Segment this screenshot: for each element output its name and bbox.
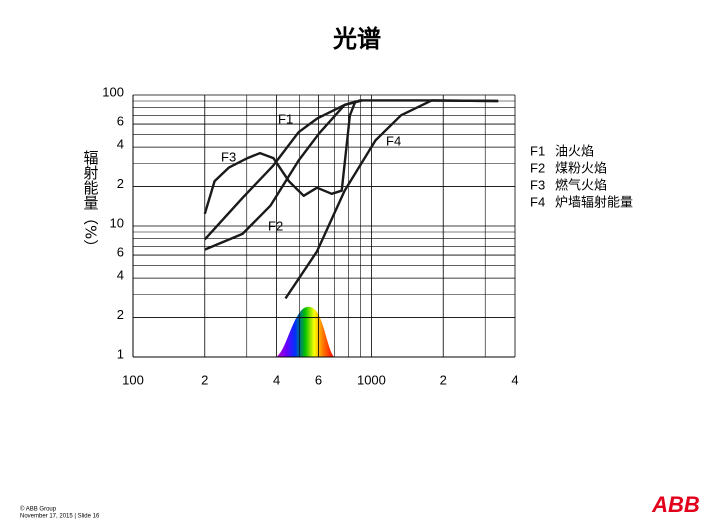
- x-tick-label: 4: [273, 372, 280, 387]
- series-label: F4: [386, 133, 401, 148]
- y-tick-label: 6: [117, 113, 124, 128]
- y-tick-label: 4: [117, 137, 124, 152]
- visible-spectrum: [276, 306, 334, 357]
- x-tick-label: 100: [122, 372, 144, 387]
- x-tick-label: 6: [315, 372, 322, 387]
- y-tick-label: 2: [117, 176, 124, 191]
- y-tick-label: 1: [117, 346, 124, 361]
- y-tick-label: 10: [110, 215, 124, 230]
- y-tick-label: 6: [117, 244, 124, 259]
- abb-logo: ABB: [651, 492, 700, 517]
- series-line: [203, 99, 499, 241]
- series-label: F1: [278, 111, 293, 126]
- legend-description: 油火焰: [555, 145, 594, 160]
- y-tick-label: 2: [117, 307, 124, 322]
- series-line: [204, 99, 363, 251]
- legend-code: F4: [530, 194, 545, 209]
- footer-date: November 17, 2015 | Slide 16: [20, 514, 100, 520]
- series-label: F2: [268, 218, 283, 233]
- series-line: [203, 99, 357, 215]
- x-tick-label: 1000: [357, 372, 386, 387]
- legend-description: 煤粉火焰: [555, 162, 607, 177]
- y-tick-label: 4: [117, 268, 124, 283]
- legend-description: 炉墙辐射能量: [555, 195, 633, 211]
- legend-code: F1: [530, 143, 545, 158]
- series-line: [284, 99, 499, 300]
- footer-copyright: © ABB Group: [20, 506, 57, 513]
- x-tick-label: 2: [440, 372, 447, 387]
- x-tick-label: 4: [511, 372, 518, 387]
- series-label: F3: [221, 149, 236, 164]
- y-axis-label-group: 辐射能量（%）: [82, 150, 100, 254]
- y-tick-label: 100: [102, 84, 124, 99]
- chart-title: 光谱: [332, 25, 381, 53]
- legend-description: 燃气火焰: [555, 178, 607, 194]
- legend-code: F3: [530, 177, 545, 192]
- legend-code: F2: [530, 160, 545, 175]
- x-tick-label: 2: [201, 372, 208, 387]
- y-axis-label: 辐射能量（%）: [82, 150, 100, 254]
